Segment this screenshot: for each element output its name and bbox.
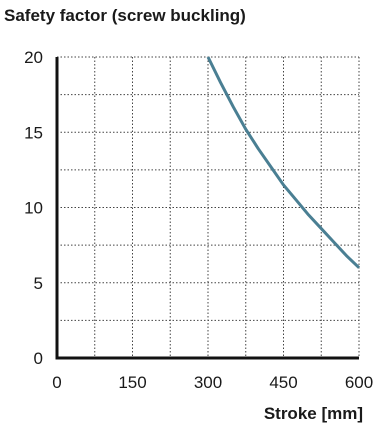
y-tick-label-20: 20 xyxy=(24,48,43,67)
axes xyxy=(55,57,359,360)
x-tick-label-300: 300 xyxy=(194,373,222,392)
x-tick-label-0: 0 xyxy=(52,373,61,392)
x-tick-label-600: 600 xyxy=(345,373,373,392)
x-axis-label: Stroke [mm] xyxy=(263,404,363,423)
x-tick-label-450: 450 xyxy=(269,373,297,392)
tick-labels: 0 5 10 15 20 0 150 300 450 600 xyxy=(24,48,373,392)
chart-title: Safety factor (screw buckling) xyxy=(4,6,246,25)
x-tick-label-150: 150 xyxy=(118,373,146,392)
y-tick-label-5: 5 xyxy=(34,274,43,293)
y-tick-label-15: 15 xyxy=(24,123,43,142)
y-tick-label-0: 0 xyxy=(34,349,43,368)
series-line-0 xyxy=(206,56,361,269)
series-layer xyxy=(206,56,361,269)
y-tick-label-10: 10 xyxy=(24,199,43,218)
grid-lines xyxy=(57,56,360,358)
